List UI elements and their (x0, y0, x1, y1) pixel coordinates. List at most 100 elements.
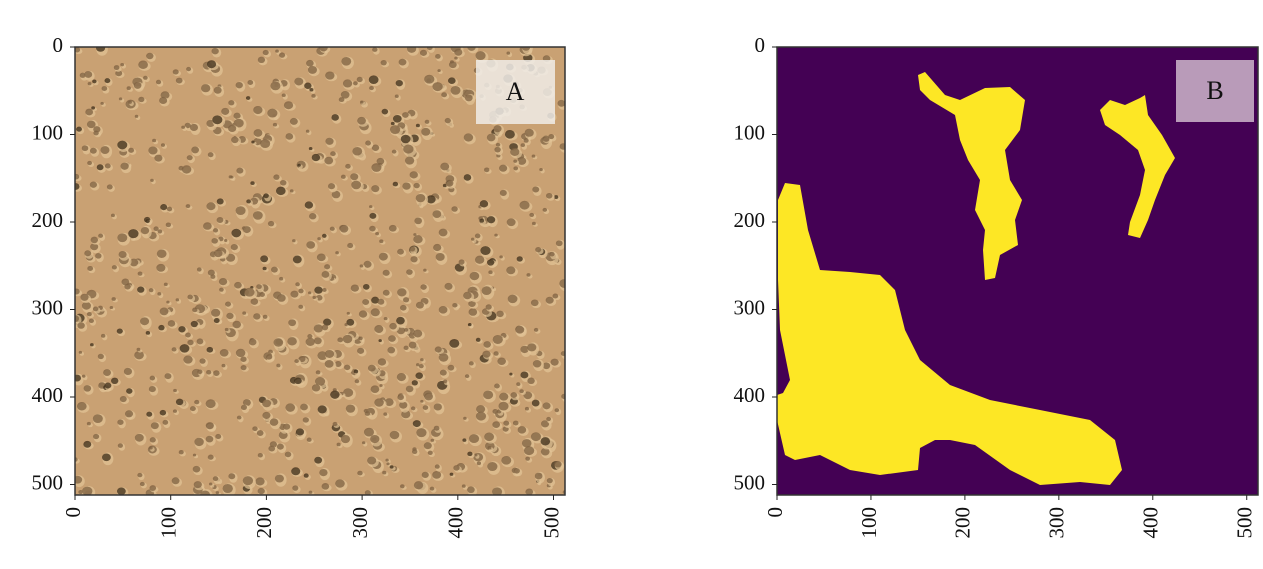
texture-spot (207, 269, 215, 276)
texture-spot (521, 439, 532, 448)
texture-spot (234, 281, 242, 289)
texture-spot (531, 221, 536, 226)
texture-spot (484, 432, 495, 442)
texture-spot (443, 379, 448, 384)
texture-spot (319, 468, 328, 477)
texture-spot (363, 260, 372, 268)
texture-spot (128, 100, 132, 104)
texture-spot (162, 419, 169, 425)
texture-spot (206, 202, 216, 211)
texture-spot (468, 308, 478, 316)
texture-spot (331, 114, 339, 121)
texture-spot (200, 490, 211, 495)
texture-spot (117, 419, 124, 425)
texture-spot (448, 77, 456, 85)
texture-spot (492, 334, 503, 344)
panel-label-box (1176, 60, 1254, 122)
texture-spot (487, 446, 492, 450)
texture-spot (181, 125, 186, 129)
texture-spot (314, 456, 323, 464)
texture-spot (283, 101, 294, 110)
texture-spot (525, 456, 531, 461)
texture-spot (420, 284, 427, 290)
texture-spot (542, 362, 551, 370)
texture-spot (186, 155, 193, 161)
texture-spot (143, 75, 148, 80)
texture-spot (309, 88, 314, 92)
texture-spot (166, 300, 170, 304)
texture-spot (88, 318, 94, 324)
texture-spot (415, 123, 420, 128)
x-tick-label: 300 (1045, 507, 1069, 539)
texture-spot (441, 92, 448, 98)
texture-spot (412, 420, 421, 428)
texture-spot (149, 437, 156, 443)
texture-spot (321, 271, 330, 278)
texture-spot (83, 385, 92, 392)
texture-spot (190, 406, 196, 412)
texture-spot (506, 218, 516, 227)
texture-spot (314, 286, 323, 294)
texture-spot (357, 347, 365, 354)
texture-spot (554, 408, 560, 413)
texture-spot (561, 393, 565, 400)
texture-spot (340, 90, 350, 99)
texture-spot (540, 437, 551, 446)
texture-spot (257, 452, 263, 458)
x-tick-label: 300 (348, 507, 372, 539)
texture-spot (392, 114, 402, 123)
texture-spot (244, 287, 255, 297)
texture-spot (350, 173, 359, 181)
texture-spot (369, 85, 374, 91)
texture-spot (416, 428, 427, 438)
texture-spot (347, 242, 354, 249)
y-tick-label: 100 (32, 120, 64, 144)
texture-spot (463, 133, 474, 142)
texture-spot (486, 133, 496, 142)
texture-spot (196, 338, 204, 345)
texture-spot (221, 363, 226, 368)
texture-spot (513, 159, 518, 163)
texture-spot (280, 179, 287, 186)
texture-spot (192, 453, 197, 457)
texture-spot (311, 384, 321, 392)
texture-spot (192, 307, 198, 313)
texture-spot (89, 147, 97, 154)
texture-spot (354, 379, 360, 384)
texture-spot (365, 140, 371, 146)
texture-spot (463, 291, 472, 300)
texture-spot (85, 108, 94, 116)
texture-spot (506, 51, 511, 55)
texture-spot (242, 476, 254, 486)
texture-spot (330, 151, 336, 157)
texture-spot (311, 153, 321, 162)
texture-spot (493, 125, 502, 133)
texture-spot (216, 217, 224, 224)
texture-spot (95, 47, 106, 52)
micrograph-texture (75, 47, 565, 495)
texture-spot (541, 420, 550, 428)
texture-spot (183, 355, 193, 364)
texture-spot (300, 403, 308, 411)
texture-spot (483, 341, 491, 348)
texture-spot (83, 440, 92, 448)
texture-spot (324, 349, 335, 358)
texture-spot (375, 231, 380, 236)
texture-spot (367, 364, 376, 372)
texture-spot (201, 84, 211, 93)
texture-spot (86, 120, 96, 129)
texture-spot (539, 168, 543, 172)
texture-spot (225, 253, 236, 262)
y-tick-label: 200 (32, 208, 64, 232)
texture-spot (448, 61, 457, 69)
texture-spot (313, 324, 324, 333)
texture-spot (184, 122, 191, 129)
texture-spot (309, 213, 317, 220)
texture-spot (117, 140, 128, 150)
texture-spot (432, 471, 442, 479)
texture-spot (111, 377, 119, 385)
texture-spot (371, 296, 380, 304)
texture-spot (213, 86, 222, 94)
texture-spot (542, 402, 551, 410)
texture-spot (218, 277, 228, 286)
